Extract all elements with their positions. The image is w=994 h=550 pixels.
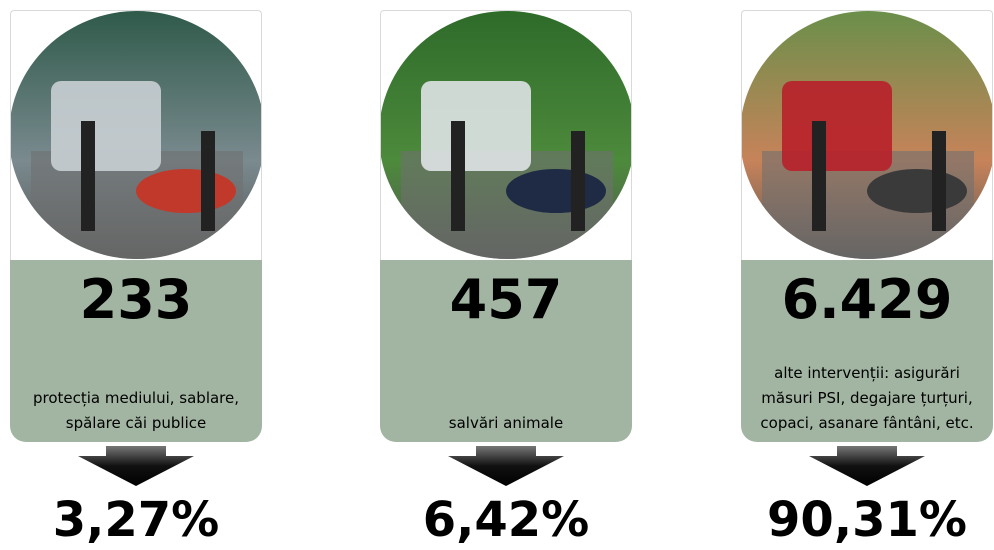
share: 3,27% <box>52 492 220 548</box>
arrow <box>446 446 566 486</box>
count: 6.429 <box>781 267 953 331</box>
description: alte intervenții: asigurări măsuri PSI, … <box>760 364 974 432</box>
photo-frame <box>380 10 632 260</box>
photo <box>11 11 261 259</box>
count: 457 <box>449 267 563 331</box>
info-panel: 233 protecția mediului, sablare, spălare … <box>10 260 262 442</box>
photo <box>381 11 631 259</box>
info-panel: 6.429 alte intervenții: asigurări măsuri … <box>741 260 993 442</box>
count: 233 <box>79 267 193 331</box>
arrow-shape <box>809 446 925 486</box>
share: 6,42% <box>422 492 590 548</box>
arrow-shape <box>448 446 564 486</box>
description: salvări animale <box>448 414 564 432</box>
share: 90,31% <box>767 492 967 548</box>
arrow <box>76 446 196 486</box>
photo-frame <box>741 10 993 260</box>
photo-frame <box>10 10 262 260</box>
info-panel: 457 salvări animale <box>380 260 632 442</box>
card: 457 salvări animale <box>380 10 632 442</box>
arrow <box>807 446 927 486</box>
card: 6.429 alte intervenții: asigurări măsuri … <box>741 10 993 442</box>
description: protecția mediului, sablare, spălare căi… <box>32 389 240 432</box>
arrow-shape <box>78 446 194 486</box>
card: 233 protecția mediului, sablare, spălare … <box>10 10 262 442</box>
photo <box>742 11 992 259</box>
